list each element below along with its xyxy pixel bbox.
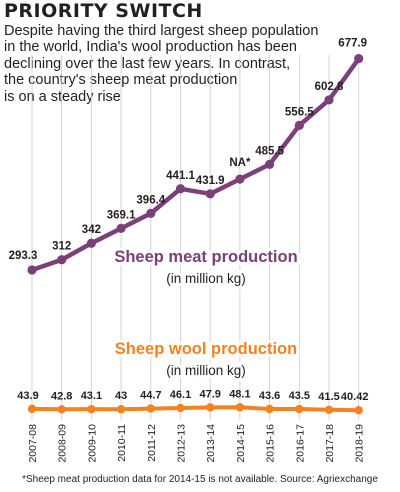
- x-tick-label: 2016-17: [294, 424, 306, 463]
- data-point-meat: [205, 189, 215, 199]
- data-point-meat: [324, 95, 334, 105]
- data-point-wool: [324, 405, 334, 414]
- data-label-wool: 41.5: [318, 391, 339, 403]
- data-point-wool: [206, 403, 215, 412]
- x-tick-label: 2008-09: [57, 424, 69, 463]
- x-tick-label: 2007-08: [27, 424, 39, 463]
- footnote: *Sheep meat production data for 2014-15 …: [22, 474, 378, 485]
- data-label-meat: 485.5: [255, 145, 284, 157]
- data-label-wool: 43.6: [259, 390, 280, 402]
- data-point-meat: [265, 159, 275, 169]
- data-label-meat: 342: [82, 224, 101, 236]
- data-point-wool: [27, 404, 37, 414]
- intro-line: in the world, India's wool production ha…: [4, 39, 297, 56]
- data-label-meat: 556.5: [285, 106, 314, 118]
- data-label-wool: 43.9: [17, 390, 38, 402]
- data-point-meat: [27, 265, 37, 275]
- data-label-meat: NA*: [229, 157, 251, 169]
- x-tick-label: 2013-14: [205, 424, 217, 463]
- data-point-wool: [146, 404, 155, 413]
- data-point-meat: [86, 238, 96, 248]
- x-tick-label: 2015-16: [265, 424, 277, 463]
- series-name-meat: Sheep meat production: [114, 248, 297, 266]
- data-label-wool: 46.1: [170, 389, 191, 401]
- data-label-wool: 48.1: [229, 388, 250, 400]
- data-label-wool: 44.7: [140, 390, 161, 402]
- intro-line: Despite having the third largest sheep p…: [4, 23, 319, 39]
- data-label-wool: 42.8: [51, 390, 72, 402]
- data-point-wool: [295, 404, 304, 414]
- series-line-meat: [29, 56, 361, 273]
- intro-line: declining over the last few years. In co…: [4, 55, 291, 72]
- intro-line: the country's sheep meat production: [4, 72, 238, 89]
- x-tick-label: 2017-18: [324, 424, 336, 463]
- data-label-wool: 47.9: [199, 388, 220, 400]
- data-point-wool: [87, 404, 96, 414]
- x-tick-label: 2010-11: [116, 424, 128, 462]
- x-tick-label: 2011-12: [146, 424, 158, 462]
- data-point-wool: [354, 406, 363, 415]
- chart-title: PRIORITY SWITCH: [4, 0, 203, 22]
- data-label-meat: 293.3: [9, 250, 38, 262]
- data-label-meat: 441.1: [166, 170, 195, 182]
- data-point-wool: [265, 404, 274, 414]
- data-point-wool: [176, 403, 185, 413]
- x-tick-label: 2018-19: [354, 424, 366, 463]
- data-label-wool: 40.42: [341, 391, 369, 403]
- data-label-wool: 43.5: [289, 390, 310, 402]
- x-tick-label: 2009-10: [86, 424, 98, 463]
- data-point-meat: [354, 54, 364, 64]
- series-unit-wool: (in million kg): [166, 363, 246, 378]
- x-tick-label: 2014-15: [235, 424, 247, 463]
- data-point-wool: [116, 405, 126, 414]
- data-point-meat: [175, 184, 186, 194]
- data-point-meat: [235, 174, 245, 184]
- data-label-meat: 431.9: [196, 175, 225, 187]
- data-label-meat: 396.4: [136, 194, 165, 206]
- series-line-wool: [30, 405, 361, 413]
- data-point-wool: [57, 405, 66, 414]
- data-point-meat: [57, 255, 67, 265]
- data-point-wool: [235, 403, 245, 412]
- data-label-meat: 602.8: [315, 81, 344, 93]
- x-tick-label: 2012-13: [176, 424, 188, 463]
- data-point-meat: [294, 120, 304, 130]
- data-point-meat: [116, 223, 126, 233]
- data-label-meat: 312: [52, 241, 71, 253]
- series-unit-meat: (in million kg): [166, 271, 246, 286]
- data-label-meat: 369.1: [107, 209, 136, 221]
- data-label-meat: 677.9: [338, 38, 367, 50]
- data-point-meat: [146, 208, 156, 218]
- data-label-wool: 43: [115, 390, 127, 402]
- chart-intro: Despite having the third largest sheep p…: [4, 23, 319, 105]
- data-label-wool: 43.1: [81, 390, 102, 402]
- series-name-wool: Sheep wool production: [115, 340, 297, 358]
